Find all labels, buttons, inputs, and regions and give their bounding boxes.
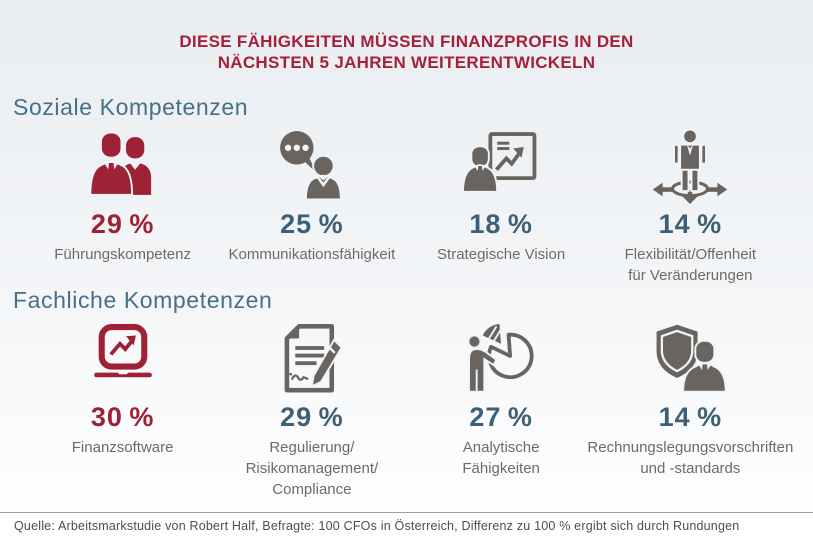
section-fachliche-kompetenzen: Fachliche Kompetenzen 30 % Finanzsoftwar… — [0, 287, 813, 500]
percent-value: 14 % — [658, 209, 723, 239]
shield-person-icon — [596, 319, 785, 397]
divider — [0, 512, 813, 513]
stat-label: Führungskompetenz — [54, 246, 191, 263]
section-heading-soziale: Soziale Kompetenzen — [13, 94, 249, 120]
stat-label: Finanzsoftware — [71, 439, 174, 456]
section-soziale-kompetenzen: Soziale Kompetenzen 29 % Führungskompete — [0, 94, 813, 286]
footer: Quelle: Arbeitsmarkstudie von Robert Hal… — [0, 512, 813, 533]
section-heading-fachliche: Fachliche Kompetenzen — [13, 287, 273, 313]
document-pen-icon — [217, 319, 406, 397]
percent-value: 18 % — [469, 209, 533, 239]
percent-value: 29 % — [90, 209, 155, 239]
stats-row-2: 30 % Finanzsoftware — [0, 319, 813, 500]
stat-strategische-vision: 18 % Strategische Vision — [407, 126, 596, 286]
speech-bubble-person-icon — [217, 126, 406, 204]
percent-value: 30 % — [90, 402, 155, 432]
percent-value: 27 % — [469, 402, 533, 432]
page-title-line-1: DIESE FÄHIGKEITEN MÜSSEN FINANZPROFIS IN… — [179, 32, 634, 51]
stat-rechnungslegung: 14 % Rechnungslegungsvorschriften und -s… — [587, 319, 793, 500]
stat-label: Flexibilität/Offenheit für Veränderungen — [624, 246, 757, 284]
page-title: DIESE FÄHIGKEITEN MÜSSEN FINANZPROFIS IN… — [0, 31, 813, 73]
stat-regulierung-compliance: 29 % Regulierung/ Risikomanagement/ Comp… — [217, 319, 406, 500]
stat-finanzsoftware: 30 % Finanzsoftware — [28, 319, 217, 500]
page-title-line-2: NÄCHSTEN 5 JAHREN WEITERENTWICKELN — [217, 53, 596, 72]
stat-label: Rechnungslegungsvorschriften und -standa… — [587, 439, 794, 477]
person-direction-arrows-icon — [596, 126, 785, 204]
source-note: Quelle: Arbeitsmarkstudie von Robert Hal… — [14, 519, 740, 533]
stat-label: Kommunikationsfähigkeit — [228, 246, 396, 263]
stat-label: Regulierung/ Risikomanagement/ Complianc… — [245, 439, 379, 498]
stat-label: Analytische Fähigkeiten — [462, 439, 540, 477]
stat-kommunikationsfaehigkeit: 25 % Kommunikationsfähigkeit — [217, 126, 406, 286]
percent-value: 14 % — [658, 402, 723, 432]
person-pie-chart-icon — [407, 319, 596, 397]
laptop-chart-icon — [28, 319, 217, 397]
presentation-chart-person-icon — [407, 126, 596, 204]
stat-fuehrungskompetenz: 29 % Führungskompetenz — [28, 126, 217, 286]
leadership-people-icon — [28, 126, 217, 204]
percent-value: 25 % — [280, 209, 344, 239]
stat-label: Strategische Vision — [437, 246, 566, 263]
stats-row-1: 29 % Führungskompetenz — [0, 126, 813, 286]
stat-flexibilitaet-offenheit: 14 % Flexibilität/Offenheit für Veränder… — [596, 126, 785, 286]
percent-value: 29 % — [280, 402, 344, 432]
stat-analytische-faehigkeiten: 27 % Analytische Fähigkeiten — [407, 319, 596, 500]
